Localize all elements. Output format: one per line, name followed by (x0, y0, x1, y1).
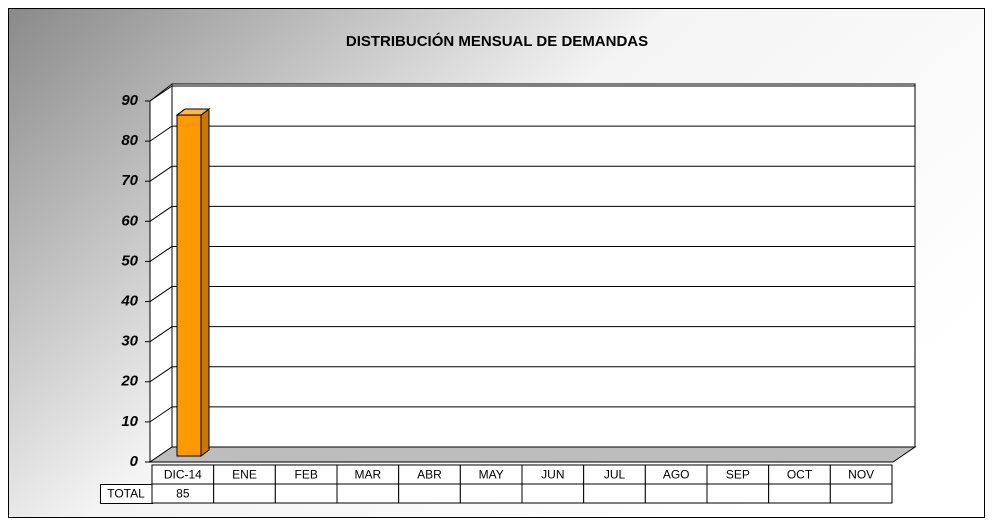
y-tick-label: 40 (120, 293, 138, 310)
table-cell (521, 483, 585, 504)
table-cell (644, 483, 708, 504)
table-cell (829, 483, 893, 504)
y-tick-label: 60 (121, 212, 138, 229)
legend-label: TOTAL (107, 487, 145, 501)
bar-side (200, 108, 210, 457)
grid-line (149, 85, 173, 102)
x-tick-label: MAY (479, 468, 504, 482)
grid-line (149, 205, 173, 222)
grid-line (149, 125, 173, 142)
y-tick-label: 80 (121, 132, 138, 149)
x-tick-label: FEB (294, 468, 317, 482)
y-tick-label: 90 (121, 92, 138, 109)
y-tick-label: 20 (120, 373, 138, 390)
y-tick-label: 70 (121, 172, 138, 189)
floor (148, 446, 917, 463)
bar (176, 114, 202, 457)
y-tick-label: 50 (121, 252, 138, 269)
chart-title: DISTRIBUCIÓN MENSUAL DE DEMANDAS (346, 32, 648, 50)
y-tick-label: 0 (130, 453, 139, 470)
x-tick-label: MAR (354, 468, 381, 482)
table-cell (336, 483, 400, 504)
grid-line (149, 286, 173, 302)
grid-line (149, 406, 173, 423)
table-cell (768, 483, 831, 504)
table-cell (583, 483, 646, 504)
y-tick-label: 10 (121, 413, 138, 430)
table-cell (274, 483, 338, 504)
side-wall (149, 82, 173, 463)
x-tick-label: JUL (604, 468, 626, 482)
x-tick-label: JUN (541, 468, 564, 482)
x-tick-label: ABR (417, 468, 442, 482)
grid-line (149, 165, 173, 182)
x-tick-label: DIC-14 (164, 468, 202, 482)
x-tick-label: OCT (787, 468, 813, 482)
table-cell (213, 483, 276, 504)
table-cell (706, 483, 770, 504)
table-cell (459, 483, 523, 504)
table-value: 85 (176, 487, 190, 501)
back-wall (171, 83, 916, 448)
y-tick-label: 30 (121, 333, 138, 350)
x-tick-label: NOV (848, 468, 874, 482)
x-tick-label: SEP (726, 468, 750, 482)
table-cell (398, 483, 461, 504)
grid-line (149, 326, 173, 343)
grid-line (149, 246, 173, 262)
x-tick-label: ENE (232, 468, 257, 482)
x-tick-label: AGO (663, 468, 690, 482)
grid-line (149, 366, 173, 383)
